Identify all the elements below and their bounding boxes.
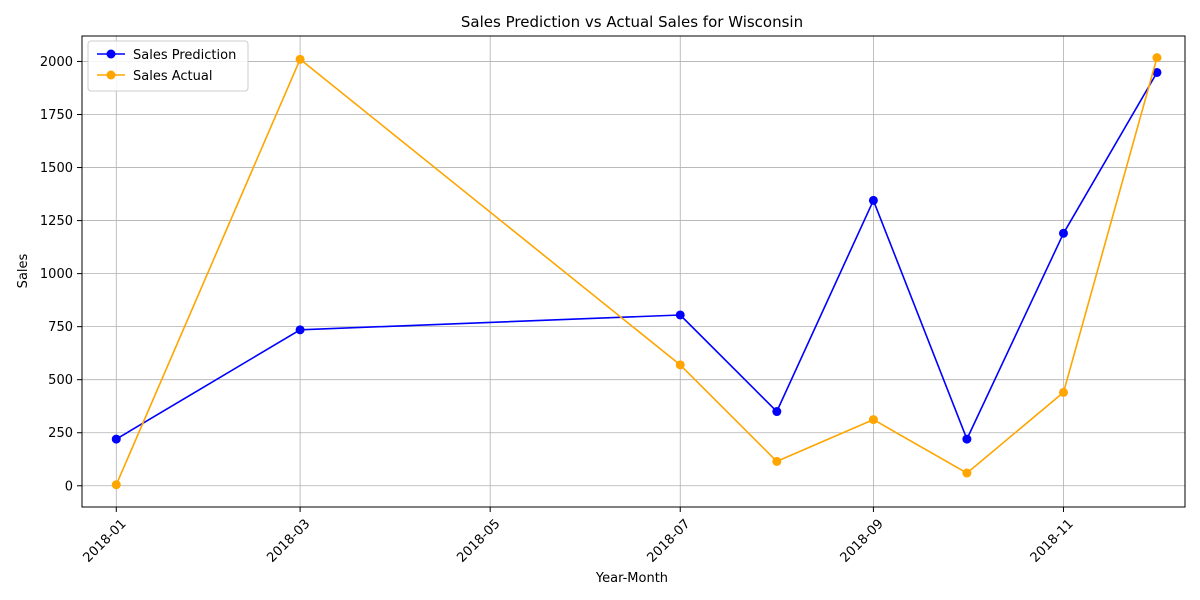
y-tick-label: 750	[48, 320, 73, 335]
data-point-sales-prediction	[295, 325, 305, 335]
data-point-sales-prediction	[111, 434, 121, 444]
data-point-sales-actual	[111, 480, 121, 490]
data-point-sales-prediction	[868, 195, 878, 205]
legend-marker-sales-prediction	[106, 49, 116, 59]
data-point-sales-actual	[295, 54, 305, 64]
plot-frame	[81, 35, 1186, 508]
legend-box	[87, 40, 249, 92]
y-tick-label: 2000	[40, 55, 73, 70]
data-point-sales-actual	[675, 360, 685, 370]
data-point-sales-actual	[1152, 53, 1162, 63]
legend: Sales Prediction Sales Actual	[87, 40, 249, 92]
data-point-sales-actual	[962, 468, 972, 478]
series-line-sales-actual	[115, 57, 1158, 486]
grid-lines	[82, 36, 1185, 507]
y-tick-label: 1750	[40, 108, 73, 123]
y-axis-title: Sales	[16, 253, 31, 288]
y-tick-label: 1000	[40, 267, 73, 282]
y-tick-label: 250	[48, 426, 73, 441]
data-point-sales-prediction	[1152, 67, 1162, 77]
data-point-sales-prediction	[1058, 228, 1068, 238]
data-point-sales-actual	[772, 456, 782, 466]
series-layer	[111, 53, 1162, 490]
data-point-sales-actual	[868, 415, 878, 425]
data-point-sales-prediction	[962, 434, 972, 444]
data-point-sales-prediction	[772, 407, 782, 417]
y-tick-label: 1500	[40, 161, 73, 176]
data-point-sales-prediction	[675, 310, 685, 320]
data-point-sales-actual	[1058, 387, 1068, 397]
y-tick-label: 500	[48, 373, 73, 388]
legend-marker-sales-actual	[106, 70, 116, 80]
x-axis-title: Year-Month	[595, 571, 668, 586]
legend-label-sales-actual: Sales Actual	[133, 69, 212, 84]
y-tick-label: 0	[65, 479, 73, 494]
legend-label-sales-prediction: Sales Prediction	[133, 48, 236, 63]
y-tick-label: 1250	[40, 214, 73, 229]
series-line-sales-prediction	[115, 72, 1158, 440]
chart-title: Sales Prediction vs Actual Sales for Wis…	[461, 13, 803, 31]
